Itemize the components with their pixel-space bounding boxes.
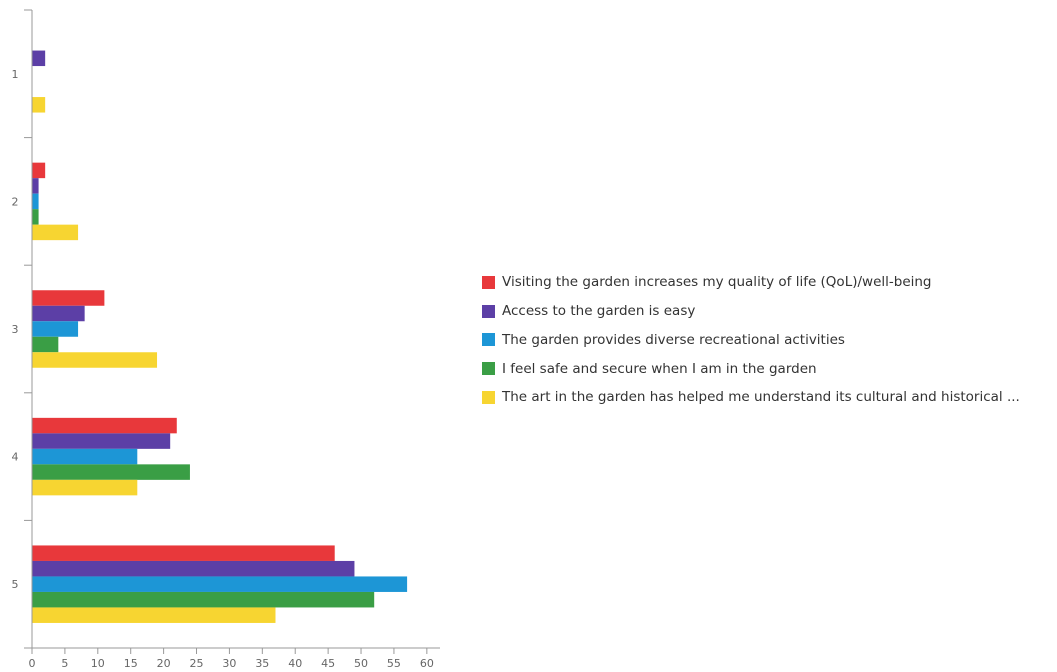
x-tick-label: 50 xyxy=(354,657,368,670)
x-tick-label: 5 xyxy=(61,657,68,670)
legend: Visiting the garden increases my quality… xyxy=(482,268,1020,412)
legend-label: The garden provides diverse recreational… xyxy=(502,331,845,348)
bar-cat2-series1 xyxy=(32,162,46,179)
legend-label: Visiting the garden increases my quality… xyxy=(502,274,932,291)
x-tick-label: 55 xyxy=(387,657,401,670)
x-tick-label: 40 xyxy=(288,657,302,670)
bar-cat3-series2 xyxy=(32,305,85,322)
bars-group xyxy=(32,50,408,623)
legend-swatch xyxy=(482,304,495,318)
bar-cat5-series4 xyxy=(32,591,375,608)
bar-cat4-series2 xyxy=(32,433,171,449)
y-tick-label: 1 xyxy=(12,68,19,81)
bar-cat1-series5 xyxy=(32,97,46,113)
y-tick-label: 3 xyxy=(12,323,19,336)
x-tick-label: 0 xyxy=(29,657,36,670)
legend-item: Access to the garden is easy xyxy=(482,297,1020,326)
legend-item: I feel safe and secure when I am in the … xyxy=(482,354,1020,383)
y-tick-label: 4 xyxy=(12,451,19,464)
bar-cat5-series2 xyxy=(32,560,355,577)
x-tick-label: 25 xyxy=(190,657,204,670)
bar-cat2-series4 xyxy=(32,209,39,225)
x-tick-label: 30 xyxy=(222,657,236,670)
x-tick-label: 20 xyxy=(157,657,171,670)
bar-cat1-series2 xyxy=(32,50,46,67)
legend-label: I feel safe and secure when I am in the … xyxy=(502,360,817,377)
legend-swatch xyxy=(482,275,495,289)
bar-cat3-series5 xyxy=(32,352,158,368)
legend-item: The art in the garden has helped me unde… xyxy=(482,383,1020,412)
legend-swatch xyxy=(482,362,495,376)
bar-cat2-series2 xyxy=(32,178,39,194)
y-tick-label: 5 xyxy=(12,578,19,591)
y-tick-label: 2 xyxy=(12,195,19,208)
x-tick-label: 10 xyxy=(91,657,105,670)
legend-swatch xyxy=(482,390,495,404)
bar-cat4-series5 xyxy=(32,479,138,496)
bar-cat4-series3 xyxy=(32,448,138,465)
bar-cat4-series4 xyxy=(32,464,190,480)
bar-cat2-series5 xyxy=(32,224,79,241)
bar-cat3-series4 xyxy=(32,336,59,353)
bar-cat2-series3 xyxy=(32,193,39,210)
bar-cat5-series3 xyxy=(32,576,408,592)
bar-cat3-series1 xyxy=(32,290,105,306)
legend-item: Visiting the garden increases my quality… xyxy=(482,268,1020,297)
x-tick-label: 15 xyxy=(124,657,138,670)
x-tick-label: 60 xyxy=(420,657,434,670)
legend-label: The art in the garden has helped me unde… xyxy=(502,389,1020,406)
legend-item: The garden provides diverse recreational… xyxy=(482,326,1020,355)
legend-swatch xyxy=(482,333,495,347)
legend-label: Access to the garden is easy xyxy=(502,303,696,320)
bar-cat5-series5 xyxy=(32,607,276,623)
x-tick-label: 45 xyxy=(321,657,335,670)
x-tick-label: 35 xyxy=(255,657,269,670)
bar-cat4-series1 xyxy=(32,417,177,434)
bar-cat3-series3 xyxy=(32,321,79,337)
bar-cat5-series1 xyxy=(32,545,335,561)
